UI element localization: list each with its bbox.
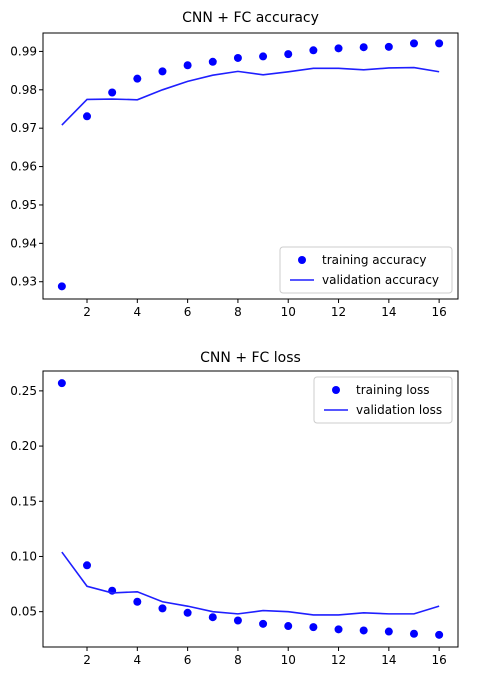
data-point <box>233 53 242 62</box>
legend: training accuracy validation accuracy <box>279 246 453 294</box>
data-point <box>57 379 66 388</box>
plot-area-frame <box>42 32 459 300</box>
data-point <box>309 623 318 632</box>
x-tick-label: 2 <box>83 653 91 667</box>
legend-label: validation loss <box>356 403 442 417</box>
legend-point-marker <box>332 386 340 394</box>
data-point <box>83 112 92 121</box>
legend-point-marker <box>298 256 306 264</box>
data-point <box>284 50 293 59</box>
y-tick-label: 0.05 <box>10 605 37 619</box>
x-tick-label: 12 <box>331 653 346 667</box>
legend-label: training accuracy <box>322 253 426 267</box>
data-point <box>384 42 393 51</box>
data-point <box>435 39 444 48</box>
data-point <box>183 608 192 617</box>
data-point <box>409 629 418 638</box>
legend: training loss validation loss <box>313 376 453 424</box>
y-tick-label: 0.94 <box>10 236 37 250</box>
x-tick-label: 8 <box>234 653 242 667</box>
data-point <box>435 630 444 639</box>
data-point <box>359 43 368 52</box>
x-tick-label: 14 <box>381 653 396 667</box>
chart-title: CNN + FC accuracy <box>182 10 319 26</box>
x-tick-label: 14 <box>381 305 396 319</box>
data-point <box>133 597 142 606</box>
data-point <box>208 613 217 622</box>
x-tick-label: 6 <box>184 305 192 319</box>
x-tick-label: 6 <box>184 653 192 667</box>
x-tick-label: 8 <box>234 305 242 319</box>
y-tick-label: 0.10 <box>10 549 37 563</box>
x-tick-label: 16 <box>431 305 446 319</box>
data-point <box>183 61 192 70</box>
x-tick-label: 10 <box>281 653 296 667</box>
data-point <box>359 626 368 635</box>
legend-label: validation accuracy <box>322 273 439 287</box>
legend-box <box>313 376 453 424</box>
data-point <box>108 88 117 97</box>
y-tick-label: 0.25 <box>10 384 37 398</box>
y-tick-label: 0.95 <box>10 198 37 212</box>
y-tick-label: 0.15 <box>10 494 37 508</box>
x-tick-label: 12 <box>331 305 346 319</box>
x-tick-label: 16 <box>431 653 446 667</box>
legend-box <box>279 246 453 294</box>
data-point <box>409 39 418 48</box>
x-tick-label: 10 <box>281 305 296 319</box>
data-point <box>158 67 167 76</box>
data-point <box>83 561 92 570</box>
series-line <box>61 66 440 126</box>
chart-title: CNN + FC loss <box>200 350 301 366</box>
data-point <box>259 52 268 61</box>
data-point <box>57 282 66 291</box>
data-point <box>284 622 293 631</box>
data-point <box>334 625 343 634</box>
data-point <box>259 619 268 628</box>
y-tick-label: 0.99 <box>10 44 37 58</box>
data-point <box>233 616 242 625</box>
series-line <box>61 551 440 616</box>
data-point <box>158 604 167 613</box>
data-point <box>133 74 142 83</box>
x-tick-label: 2 <box>83 305 91 319</box>
plot-area-frame <box>42 370 459 648</box>
data-point <box>309 46 318 55</box>
y-tick-label: 0.20 <box>10 439 37 453</box>
y-tick-label: 0.97 <box>10 121 37 135</box>
data-point <box>384 627 393 636</box>
chart-panel-1: CNN + FC accuracy 2 4 6 8 10 12 14 16 0.93 0.94 0.9… <box>10 10 459 319</box>
x-tick-label: 4 <box>133 305 141 319</box>
y-tick-label: 0.96 <box>10 160 37 174</box>
y-tick-label: 0.98 <box>10 83 37 97</box>
chart-panel-2: CNN + FC loss 2 4 6 8 10 12 14 16 0.05 0.10 0.15 0.2… <box>10 350 459 667</box>
y-tick-label: 0.93 <box>10 275 37 289</box>
data-point <box>208 57 217 66</box>
x-tick-label: 4 <box>133 653 141 667</box>
data-point <box>334 44 343 53</box>
legend-label: training loss <box>356 383 429 397</box>
